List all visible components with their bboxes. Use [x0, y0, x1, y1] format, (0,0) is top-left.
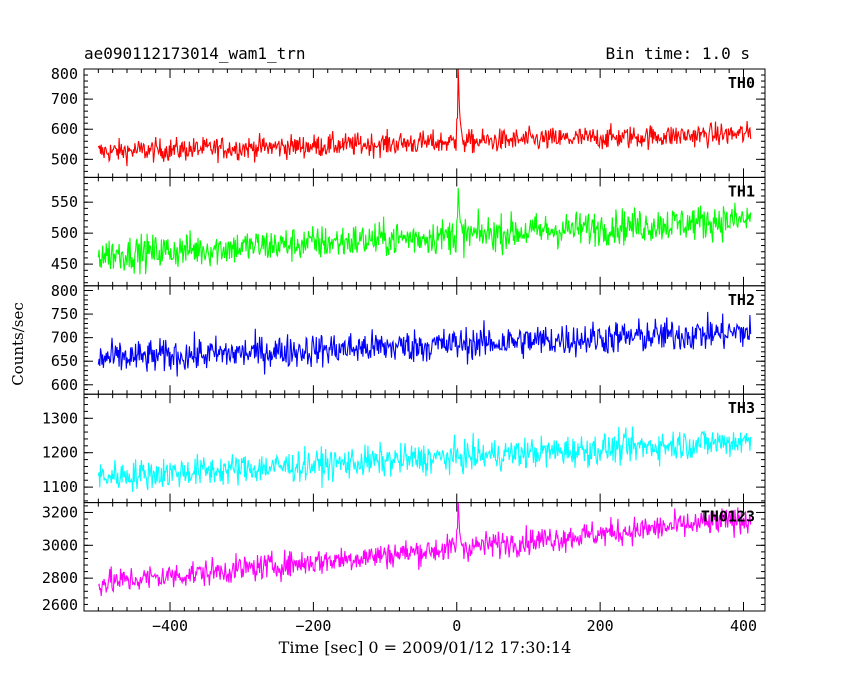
panel-frame-th0: [83, 68, 766, 178]
y-tick-label: 3000: [42, 536, 78, 554]
y-tick-label: 600: [51, 376, 78, 394]
panel-frame-th0123: [83, 502, 766, 612]
y-tick-label: 2800: [42, 569, 78, 587]
y-tick-label: 700: [51, 329, 78, 347]
panel-frame-th3: [83, 393, 766, 504]
y-tick-label: 750: [51, 305, 78, 323]
series-th0: [97, 69, 752, 167]
y-tick-label: 450: [51, 255, 78, 273]
panel-label-th0: TH0: [728, 74, 755, 92]
y-tick-label: 1100: [42, 478, 78, 496]
series-th1: [97, 187, 752, 275]
x-tick-label: −200: [295, 617, 331, 635]
y-axis-label: Counts/sec: [9, 302, 27, 386]
y-tick-label: 800: [51, 282, 78, 300]
bin-time-label: Bin time: 1.0 s: [605, 44, 751, 63]
panel-label-th0123: TH0123: [701, 508, 755, 526]
y-tick-label: 1200: [42, 444, 78, 462]
series-th0123: [97, 502, 752, 596]
panel-label-th1: TH1: [728, 182, 755, 200]
panel-frame-th2: [83, 285, 766, 395]
y-tick-label: 650: [51, 352, 78, 370]
series-th3: [97, 426, 752, 493]
x-tick-label: 0: [452, 617, 461, 635]
panel-label-th3: TH3: [728, 399, 755, 417]
y-tick-label: 3200: [42, 503, 78, 521]
y-tick-label: 2600: [42, 596, 78, 614]
y-tick-label: 550: [51, 193, 78, 211]
y-tick-label: 500: [51, 150, 78, 168]
chart-title: ae090112173014_wam1_trn: [84, 44, 306, 63]
x-tick-label: 400: [730, 617, 757, 635]
y-tick-label: 800: [51, 65, 78, 83]
y-tick-label: 500: [51, 224, 78, 242]
panel-label-th2: TH2: [728, 291, 755, 309]
series-th2: [97, 311, 752, 377]
y-tick-label: 1300: [42, 409, 78, 427]
x-tick-label: −400: [152, 617, 188, 635]
y-tick-label: 600: [51, 120, 78, 138]
x-tick-label: 200: [587, 617, 614, 635]
y-tick-label: 700: [51, 90, 78, 108]
x-axis-label: Time [sec] 0 = 2009/01/12 17:30:14: [278, 638, 572, 657]
